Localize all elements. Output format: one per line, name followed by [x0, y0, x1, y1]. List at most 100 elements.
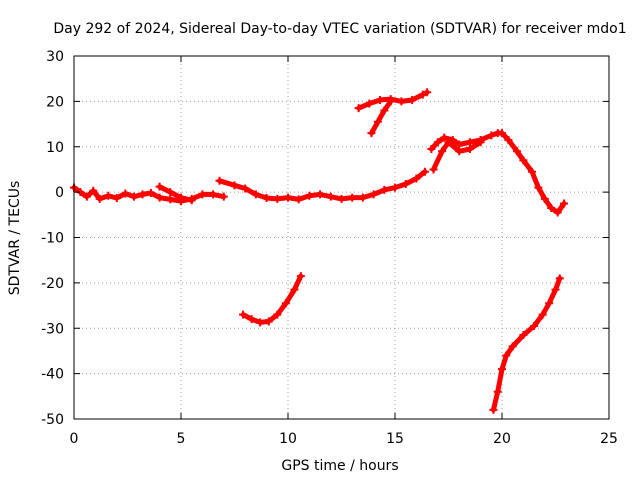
data-point-marker: [465, 138, 474, 147]
data-point-marker: [177, 193, 185, 202]
y-tick-label: -40: [41, 367, 64, 383]
chart-title: Day 292 of 2024, Sidereal Day-to-day VTE…: [53, 21, 626, 37]
data-point-marker: [560, 199, 569, 208]
data-point-marker: [433, 138, 442, 147]
data-point-marker: [89, 186, 98, 195]
data-point-marker: [455, 140, 464, 149]
data-point-marker: [380, 106, 389, 115]
y-tick-label: -50: [41, 412, 64, 428]
data-point-marker: [555, 274, 564, 283]
data-point-marker: [290, 285, 299, 294]
data-point-marker: [420, 167, 429, 176]
data-point-marker: [367, 129, 376, 138]
data-point-marker: [545, 299, 554, 308]
data-point-marker: [262, 194, 271, 203]
data-point-marker: [376, 96, 385, 105]
data-point-marker: [239, 310, 248, 319]
data-point-marker: [493, 387, 502, 396]
data-point-marker: [502, 351, 511, 360]
series-track-7: [431, 139, 484, 172]
data-point-marker: [230, 181, 239, 190]
data-point-marker: [423, 88, 432, 97]
y-tick-label: 30: [46, 49, 64, 65]
data-point-marker: [348, 193, 357, 202]
data-point-marker: [508, 342, 517, 351]
data-point-marker: [498, 365, 506, 374]
data-point-marker: [256, 318, 265, 327]
data-point-marker: [476, 138, 485, 147]
y-tick-label: -20: [41, 276, 64, 292]
series-track-9: [490, 275, 563, 413]
data-point-marker: [534, 183, 543, 192]
y-tick-label: 20: [46, 94, 64, 110]
y-axis-label: SDTVAR / TECUs: [7, 181, 23, 296]
data-point-marker: [519, 331, 528, 340]
data-point-marker: [281, 299, 290, 308]
data-point-marker: [215, 176, 224, 185]
data-point-marker: [112, 194, 121, 203]
series-track-5: [369, 98, 394, 136]
data-point-marker: [530, 321, 539, 330]
data-point-marker: [465, 145, 474, 154]
data-point-marker: [369, 190, 378, 199]
data-point-marker: [155, 182, 164, 191]
data-point-marker: [438, 147, 447, 156]
data-point-marker: [498, 129, 506, 138]
x-tick-label: 10: [279, 431, 297, 447]
data-point-marker: [519, 156, 528, 165]
data-point-marker: [95, 194, 104, 203]
data-point-marker: [427, 145, 436, 154]
series-layer: [70, 88, 569, 414]
data-point-marker: [251, 190, 260, 199]
data-point-marker: [166, 195, 175, 204]
data-point-marker: [504, 135, 513, 144]
data-point-marker: [241, 184, 250, 193]
data-point-marker: [284, 193, 292, 202]
data-point-marker: [147, 189, 156, 198]
data-point-marker: [209, 190, 218, 199]
data-point-marker: [104, 191, 113, 200]
data-point-marker: [512, 147, 521, 156]
data-point-marker: [155, 193, 164, 202]
x-tick-label: 20: [493, 431, 511, 447]
data-point-marker: [247, 315, 256, 324]
data-point-marker: [296, 272, 305, 281]
data-point-marker: [121, 189, 130, 198]
data-point-marker: [354, 104, 363, 113]
data-point-marker: [294, 195, 303, 204]
data-point-marker: [412, 174, 421, 183]
x-tick-label: 25: [600, 431, 618, 447]
data-point-marker: [401, 179, 410, 188]
data-point-marker: [273, 310, 282, 319]
data-point-marker: [444, 138, 453, 147]
data-point-marker: [305, 191, 314, 200]
y-tick-label: 10: [46, 140, 64, 156]
data-point-marker: [527, 167, 536, 176]
data-point-marker: [418, 90, 427, 99]
data-point-marker: [408, 96, 417, 105]
y-tick-label: 0: [55, 185, 64, 201]
data-point-marker: [440, 133, 449, 142]
data-point-marker: [273, 194, 282, 203]
data-point-marker: [551, 285, 560, 294]
y-tick-label: -30: [41, 321, 64, 337]
data-point-marker: [129, 192, 138, 201]
data-point-marker: [553, 208, 562, 217]
data-point-marker: [489, 405, 498, 414]
data-point-marker: [166, 188, 175, 197]
data-point-marker: [429, 165, 438, 174]
data-point-marker: [455, 147, 464, 156]
data-point-marker: [187, 196, 196, 205]
data-point-marker: [386, 97, 395, 106]
x-tick-label: 0: [70, 431, 79, 447]
y-tick-label: -10: [41, 231, 64, 247]
data-point-marker: [365, 99, 374, 108]
data-point-marker: [540, 194, 549, 203]
data-point-marker: [397, 97, 406, 106]
data-point-marker: [547, 204, 556, 213]
data-point-marker: [337, 194, 346, 203]
x-tick-label: 15: [386, 431, 404, 447]
data-point-marker: [264, 317, 273, 326]
series-track-2: [157, 184, 195, 203]
